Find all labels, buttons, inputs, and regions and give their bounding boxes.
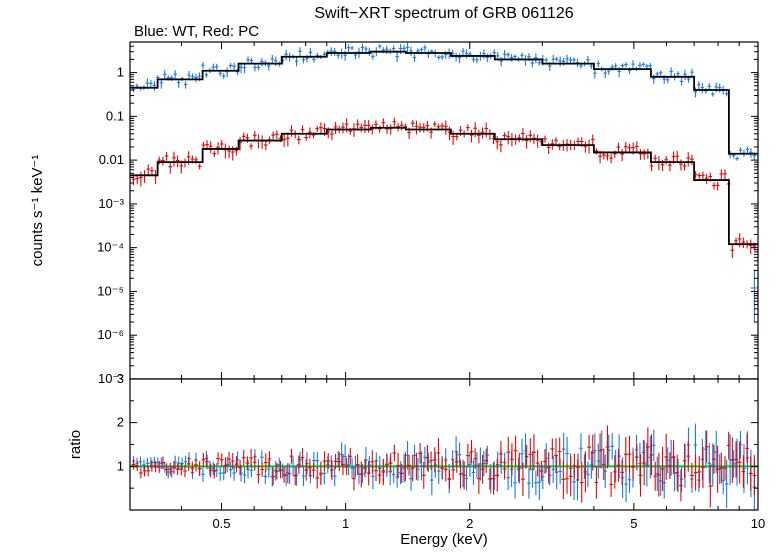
y-bottom-tick-label: 1 bbox=[117, 458, 124, 473]
x-tick-label: 2 bbox=[466, 516, 473, 531]
x-axis-label: Energy (keV) bbox=[400, 531, 488, 548]
y-top-tick-label: 10⁻⁵ bbox=[97, 283, 124, 298]
y-top-tick-label: 1 bbox=[117, 65, 124, 80]
y-top-tick-label: 10⁻⁶ bbox=[97, 327, 124, 342]
plot-title: Swift−XRT spectrum of GRB 061126 bbox=[314, 5, 573, 22]
y-bottom-tick-label: 3 bbox=[117, 371, 124, 386]
y-top-tick-label: 10⁻³ bbox=[98, 196, 124, 211]
x-tick-label: 10 bbox=[751, 516, 765, 531]
spectrum-plot: 0.51251010⁻⁷10⁻⁶10⁻⁵10⁻⁴10⁻³0.010.11123E… bbox=[0, 0, 778, 556]
plot-subtitle: Blue: WT, Red: PC bbox=[134, 23, 259, 40]
y-bottom-axis-label: ratio bbox=[67, 430, 84, 459]
x-tick-label: 0.5 bbox=[212, 516, 230, 531]
x-tick-label: 1 bbox=[342, 516, 349, 531]
y-bottom-tick-label: 2 bbox=[117, 415, 124, 430]
y-top-tick-label: 0.1 bbox=[106, 108, 124, 123]
y-top-tick-label: 10⁻⁴ bbox=[97, 240, 124, 255]
x-tick-label: 5 bbox=[630, 516, 637, 531]
y-top-axis-label: counts s⁻¹ keV⁻¹ bbox=[29, 155, 46, 267]
y-top-tick-label: 0.01 bbox=[99, 152, 124, 167]
